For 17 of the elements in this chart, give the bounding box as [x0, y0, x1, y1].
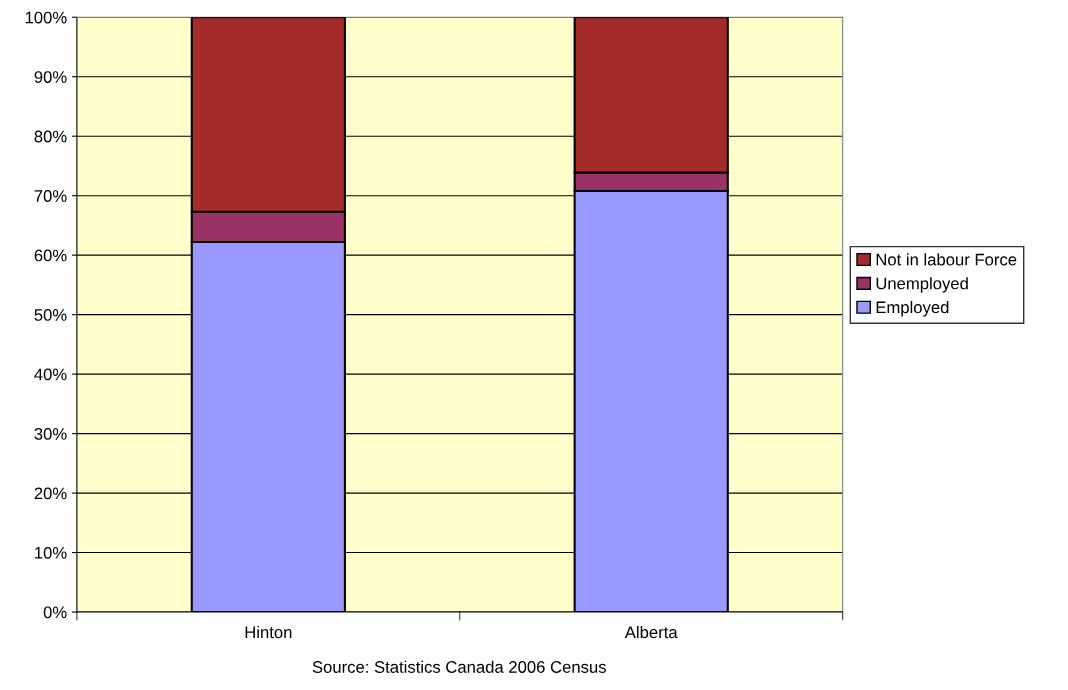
x-tick-label: Alberta: [624, 625, 678, 639]
legend-label: Not in labour Force: [876, 253, 1017, 266]
y-tick-label: 60%: [34, 249, 67, 262]
source-note: Source: Statistics Canada 2006 Census: [312, 660, 606, 673]
y-tick-label: 90%: [34, 71, 67, 83]
x-tick-label: Hinton: [245, 625, 292, 639]
y-tick-label: 0%: [43, 606, 67, 619]
legend-label: Unemployed: [876, 277, 968, 293]
legend-label: Employed: [876, 301, 949, 317]
y-tick-label: 50%: [34, 309, 67, 321]
y-tick-label: 80%: [34, 130, 67, 143]
y-tick-label: 100%: [25, 11, 67, 24]
y-tick-label: 30%: [34, 428, 67, 440]
y-tick-label: 70%: [34, 190, 67, 202]
y-tick-label: 10%: [35, 546, 67, 559]
y-tick-label: 20%: [34, 487, 67, 500]
y-tick-label: 40%: [34, 368, 67, 381]
